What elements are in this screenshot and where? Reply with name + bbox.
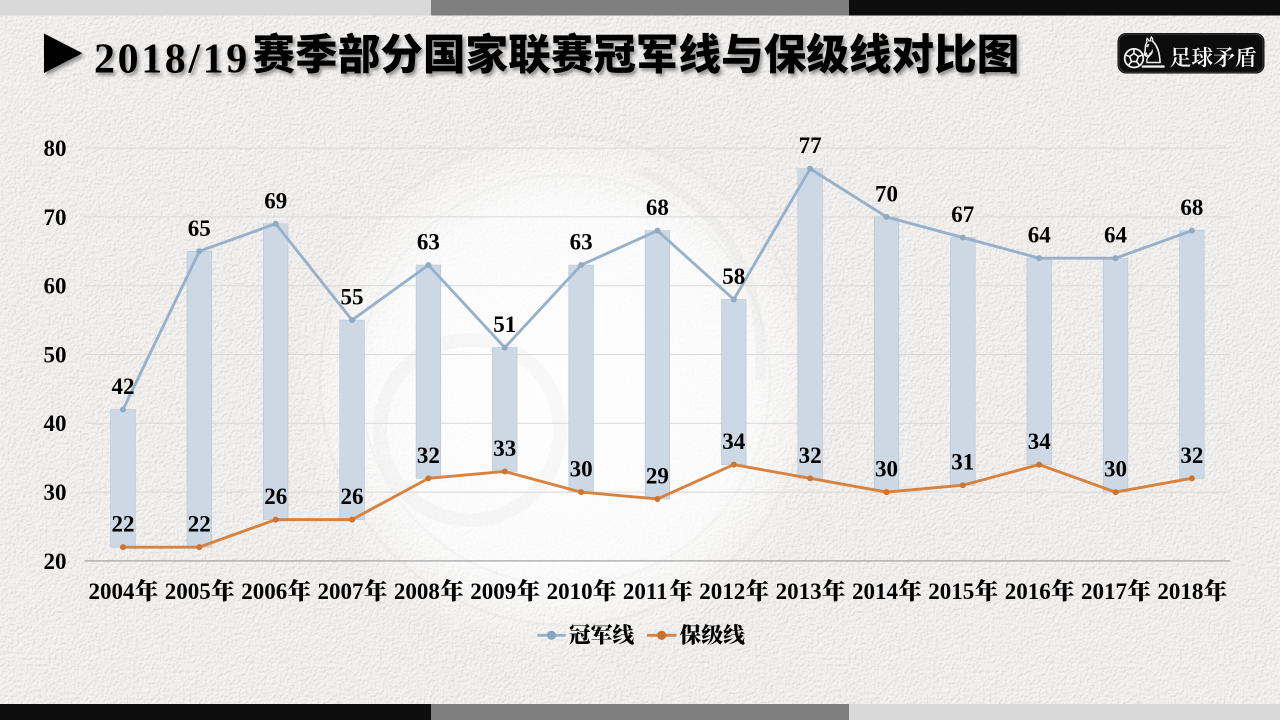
svg-text:64: 64	[1028, 223, 1052, 248]
svg-text:65: 65	[188, 216, 211, 241]
svg-text:2007: 2007	[318, 579, 364, 604]
svg-text:34: 34	[722, 429, 746, 454]
svg-text:29: 29	[646, 464, 669, 489]
svg-text:26: 26	[341, 484, 364, 509]
svg-text:2018: 2018	[1157, 579, 1203, 604]
svg-text:20: 20	[44, 549, 67, 574]
svg-text:50: 50	[44, 342, 67, 367]
svg-text:2015: 2015	[928, 579, 974, 604]
svg-text:2009: 2009	[470, 579, 516, 604]
svg-text:40: 40	[44, 411, 67, 436]
svg-text:42: 42	[112, 374, 135, 399]
svg-text:2005: 2005	[165, 579, 211, 604]
svg-text:2004: 2004	[89, 579, 136, 604]
svg-text:68: 68	[646, 195, 669, 220]
svg-text:32: 32	[417, 443, 440, 468]
svg-text:30: 30	[1104, 457, 1127, 482]
svg-text:55: 55	[341, 285, 364, 310]
svg-text:58: 58	[722, 264, 745, 289]
svg-text:32: 32	[1180, 443, 1203, 468]
svg-text:2006: 2006	[241, 579, 287, 604]
svg-text:26: 26	[264, 484, 287, 509]
svg-text:2017: 2017	[1081, 579, 1127, 604]
svg-text:68: 68	[1180, 195, 1203, 220]
svg-text:70: 70	[875, 181, 898, 206]
svg-text:34: 34	[1028, 429, 1052, 454]
svg-text:51: 51	[493, 312, 516, 337]
svg-text:70: 70	[44, 205, 67, 230]
svg-text:22: 22	[188, 512, 211, 537]
svg-text:2018/19: 2018/19	[94, 37, 250, 83]
svg-text:2016: 2016	[1005, 579, 1051, 604]
svg-text:30: 30	[570, 457, 593, 482]
svg-text:64: 64	[1104, 223, 1128, 248]
svg-text:33: 33	[493, 436, 516, 461]
svg-text:2011: 2011	[623, 579, 668, 604]
svg-text:32: 32	[799, 443, 822, 468]
svg-text:22: 22	[112, 512, 135, 537]
svg-text:2013: 2013	[776, 579, 822, 604]
svg-text:77: 77	[799, 133, 822, 158]
svg-text:30: 30	[44, 480, 67, 505]
svg-text:2008: 2008	[394, 579, 440, 604]
svg-text:60: 60	[44, 274, 67, 299]
svg-text:63: 63	[417, 230, 440, 255]
svg-text:31: 31	[951, 450, 974, 475]
svg-text:63: 63	[570, 230, 593, 255]
svg-text:80: 80	[44, 136, 67, 161]
svg-text:30: 30	[875, 457, 898, 482]
svg-text:67: 67	[951, 202, 974, 227]
svg-text:69: 69	[264, 188, 287, 213]
svg-text:2014: 2014	[852, 579, 899, 604]
svg-text:2010: 2010	[547, 579, 593, 604]
svg-text:2012: 2012	[699, 579, 745, 604]
